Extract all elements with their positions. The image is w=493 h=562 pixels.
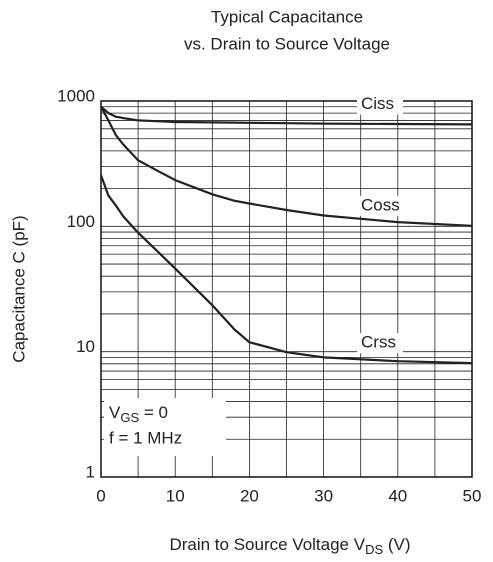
annotation-box — [104, 398, 226, 456]
chart-title: Typical Capacitance — [211, 7, 363, 26]
series-label-bg — [357, 195, 403, 216]
x-tick-label: 50 — [463, 486, 482, 505]
y-axis-label: Capacitance C (pF) — [9, 215, 28, 362]
y-tick-label: 100 — [67, 212, 95, 231]
series-line — [100, 105, 473, 126]
y-tick-label: 1000 — [57, 86, 95, 105]
series-line — [100, 106, 473, 227]
series-label: Coss — [361, 195, 400, 214]
x-tick-label: 0 — [96, 486, 105, 505]
y-tick-label: 10 — [76, 337, 95, 356]
x-tick-label: 20 — [240, 486, 259, 505]
x-tick-label: 30 — [314, 486, 333, 505]
x-axis-label: Drain to Source Voltage VDS (V) — [169, 535, 410, 557]
y-tick-label: 1 — [86, 462, 95, 481]
annotation: f = 1 MHz — [109, 428, 182, 447]
series-line — [99, 174, 473, 365]
chart-title: vs. Drain to Source Voltage — [184, 34, 390, 53]
series-label-bg — [357, 333, 403, 354]
x-tick-label: 10 — [166, 486, 185, 505]
annotation: VGS = 0 — [109, 403, 168, 425]
series-label-bg — [357, 94, 403, 115]
plot-frame — [100, 100, 473, 478]
series-label: Ciss — [361, 94, 394, 113]
series-label: Crss — [361, 333, 396, 352]
x-tick-label: 40 — [388, 486, 407, 505]
